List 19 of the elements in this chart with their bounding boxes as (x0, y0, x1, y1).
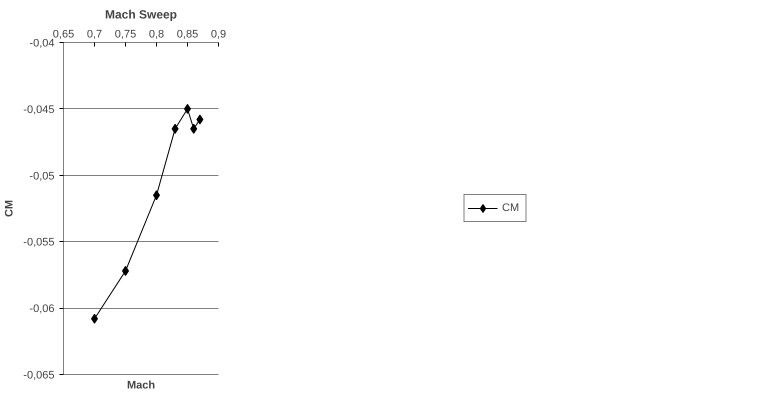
x-tick-label: 0,75 (114, 28, 136, 40)
legend-label: CM (502, 202, 520, 214)
y-tick-label: -0,04 (29, 38, 55, 50)
chart-title: Mach Sweep (104, 8, 178, 22)
y-tick-label: -0,06 (29, 303, 55, 316)
x-tick-label: 0,7 (86, 28, 102, 40)
point (172, 124, 179, 134)
y-axis-title: CM (3, 200, 16, 218)
x-tick-label: 0,65 (52, 28, 74, 40)
point (190, 124, 198, 134)
x-tick-label: 0,9 (210, 28, 226, 40)
x-tick-label: 0,85 (176, 28, 198, 40)
y-tick-label: -0,05 (29, 170, 55, 182)
y-tick-label: -0,065 (23, 370, 55, 382)
y-tick-label: -0,045 (23, 104, 55, 116)
y-tick-label: -0,055 (23, 236, 55, 249)
point (196, 114, 204, 125)
x-tick-label: 0,8 (148, 28, 164, 40)
x-axis-title: Mach (126, 380, 156, 392)
